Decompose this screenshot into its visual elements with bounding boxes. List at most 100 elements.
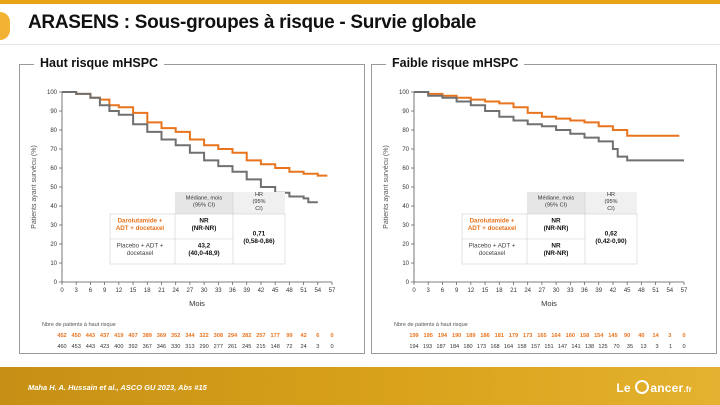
table-row-label: ADT + docetaxel <box>116 225 165 232</box>
risk-value-darolutamide: 437 <box>100 333 109 339</box>
table-header-hr: (95% <box>604 199 617 205</box>
risk-value-placebo: 215 <box>256 344 265 350</box>
table-median-value: NR <box>551 217 561 224</box>
risk-value-darolutamide: 0 <box>682 333 685 339</box>
top-accent-bar <box>0 0 720 4</box>
x-tick-label: 18 <box>496 288 503 294</box>
risk-value-placebo: 460 <box>57 344 66 350</box>
risk-value-darolutamide: 42 <box>300 333 306 339</box>
risk-value-placebo: 168 <box>490 344 499 350</box>
risk-value-placebo: 330 <box>171 344 180 350</box>
risk-value-darolutamide: 181 <box>495 333 504 339</box>
y-tick-label: 80 <box>402 128 409 134</box>
risk-value-darolutamide: 3 <box>668 333 671 339</box>
risk-value-darolutamide: 407 <box>128 333 137 339</box>
x-tick-label: 36 <box>581 288 588 294</box>
risk-value-darolutamide: 195 <box>424 333 433 339</box>
y-axis-label: Patients ayant survécu (%) <box>31 145 38 229</box>
risk-value-placebo: 277 <box>214 344 223 350</box>
risk-value-placebo: 70 <box>613 344 619 350</box>
risk-value-darolutamide: 158 <box>580 333 589 339</box>
table-header-hr: HR <box>255 192 263 198</box>
table-hr-value: (0,58-0,86) <box>243 238 274 245</box>
x-tick-label: 33 <box>567 288 574 294</box>
risk-value-placebo: 346 <box>157 344 166 350</box>
y-tick-label: 30 <box>50 223 57 229</box>
table-header-hr: CI) <box>255 206 263 212</box>
y-tick-label: 0 <box>406 280 410 286</box>
y-tick-label: 50 <box>50 185 57 191</box>
risk-value-placebo: 184 <box>450 344 459 350</box>
risk-value-darolutamide: 450 <box>72 333 81 339</box>
y-tick-label: 90 <box>50 109 57 115</box>
risk-value-darolutamide: 0 <box>330 333 333 339</box>
risk-value-placebo: 173 <box>477 344 486 350</box>
x-tick-label: 45 <box>272 288 279 294</box>
risk-value-darolutamide: 282 <box>242 333 251 339</box>
y-tick-label: 20 <box>50 242 57 248</box>
panel-low-risk: Faible risque mHSPC 0 10 20 30 40 50 60 70 80 90 1… <box>371 56 717 354</box>
y-tick-label: 0 <box>54 280 58 286</box>
y-tick-label: 40 <box>50 204 57 210</box>
table-median-value: 43,2 <box>198 242 211 249</box>
risk-value-placebo: 1 <box>669 344 672 350</box>
risk-value-darolutamide: 190 <box>452 333 461 339</box>
x-tick-label: 54 <box>314 288 321 294</box>
citation: Maha H. A. Hussain et al., ASCO GU 2023,… <box>28 383 207 392</box>
risk-value-placebo: 72 <box>286 344 292 350</box>
footer-bar <box>0 367 720 405</box>
x-tick-label: 42 <box>610 288 617 294</box>
risk-value-placebo: 158 <box>517 344 526 350</box>
logo-c-icon <box>635 380 650 394</box>
risk-value-darolutamide: 452 <box>57 333 66 339</box>
x-tick-label: 24 <box>172 288 179 294</box>
risk-value-placebo: 13 <box>640 344 646 350</box>
x-tick-label: 24 <box>524 288 531 294</box>
table-median-value: (NR-NR) <box>544 225 569 232</box>
y-tick-label: 90 <box>402 109 409 115</box>
risk-value-darolutamide: 177 <box>270 333 279 339</box>
x-tick-label: 12 <box>467 288 474 294</box>
x-tick-label: 21 <box>510 288 517 294</box>
risk-value-darolutamide: 443 <box>86 333 95 339</box>
risk-value-darolutamide: 369 <box>157 333 166 339</box>
risk-value-darolutamide: 90 <box>624 333 630 339</box>
risk-value-placebo: 313 <box>185 344 194 350</box>
table-header-hr: CI) <box>607 206 615 212</box>
risk-value-darolutamide: 419 <box>114 333 123 339</box>
x-tick-label: 6 <box>89 288 93 294</box>
x-tick-label: 30 <box>201 288 208 294</box>
table-header-median: Médiane, mois <box>186 196 223 202</box>
x-tick-label: 21 <box>158 288 165 294</box>
y-tick-label: 60 <box>402 166 409 172</box>
risk-value-placebo: 180 <box>463 344 472 350</box>
x-tick-label: 39 <box>595 288 602 294</box>
table-header-cell <box>585 192 637 214</box>
risk-value-darolutamide: 164 <box>551 333 561 339</box>
x-tick-label: 12 <box>115 288 122 294</box>
y-tick-label: 50 <box>402 185 409 191</box>
x-tick-label: 36 <box>229 288 236 294</box>
x-tick-label: 48 <box>286 288 293 294</box>
risk-table-title: Nbre de patients à haut risque <box>394 322 468 328</box>
y-tick-label: 60 <box>50 166 57 172</box>
table-header-hr: HR <box>607 192 615 198</box>
risk-value-darolutamide: 294 <box>228 333 238 339</box>
y-tick-label: 100 <box>399 90 410 96</box>
panel-high-risk: Haut risque mHSPC 0 10 20 30 40 50 60 70 80 90 100… <box>19 56 365 354</box>
risk-value-darolutamide: 322 <box>199 333 208 339</box>
y-tick-label: 20 <box>402 242 409 248</box>
x-tick-label: 30 <box>553 288 560 294</box>
table-header-cell <box>527 192 585 214</box>
y-tick-label: 10 <box>402 261 409 267</box>
y-tick-label: 10 <box>50 261 57 267</box>
table-median-value: NR <box>551 242 561 249</box>
risk-value-placebo: 245 <box>242 344 251 350</box>
x-tick-label: 51 <box>652 288 659 294</box>
x-tick-label: 9 <box>455 288 459 294</box>
table-row-label: Darolutamide + <box>118 217 163 224</box>
risk-value-placebo: 125 <box>598 344 607 350</box>
x-tick-label: 42 <box>258 288 265 294</box>
x-tick-label: 33 <box>215 288 222 294</box>
